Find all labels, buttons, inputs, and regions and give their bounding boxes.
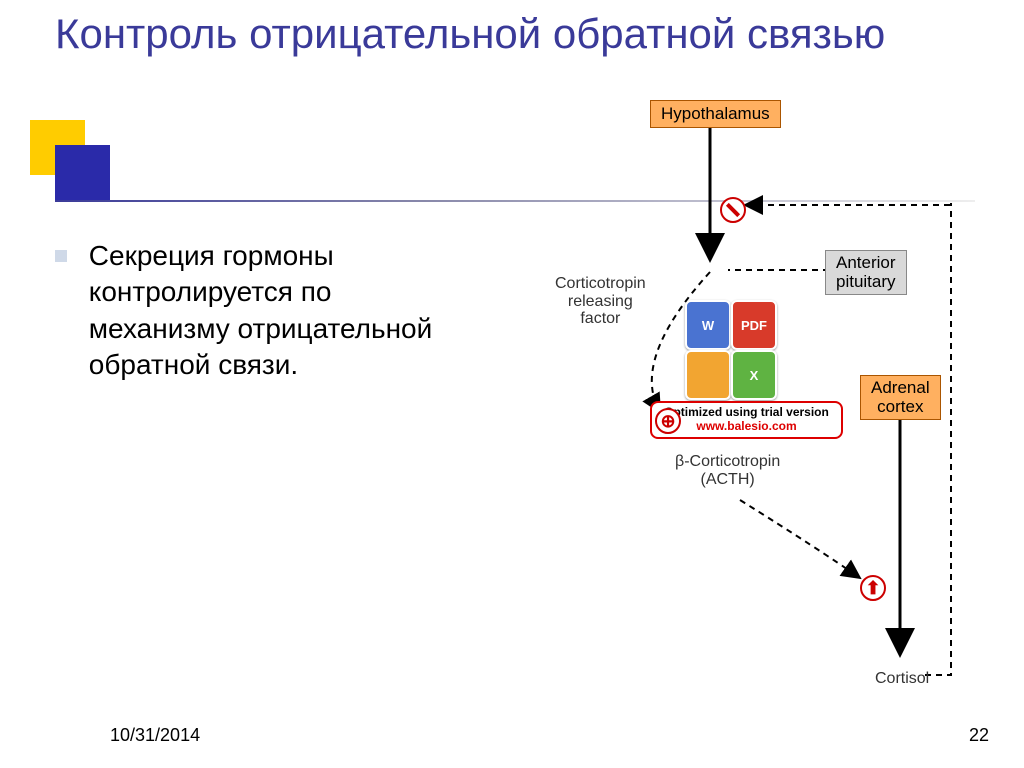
slide: { "title": "Контроль отрицательной обрат… [0, 0, 1024, 768]
label-acth: β-Corticotropin(ACTH) [675, 453, 780, 488]
bullet-text: Секреция гормоны контролируется по механ… [89, 238, 479, 384]
label-crf: Corticotropinreleasingfactor [555, 275, 646, 328]
node-adrenal-cortex: Adrenalcortex [860, 375, 941, 420]
node-anterior-pituitary: Anteriorpituitary [825, 250, 907, 295]
bullet-marker [55, 250, 67, 262]
page-title: Контроль отрицательной обратной связью [55, 10, 955, 58]
file-icons-cluster: WPDFX [685, 300, 815, 400]
watermark-line1: Optimized using trial version [654, 406, 839, 420]
file-icon: PDF [731, 300, 777, 350]
feedback-pos-icon-2: ⬆ [860, 575, 886, 601]
footer-date: 10/31/2014 [110, 725, 200, 746]
file-icon: W [685, 300, 731, 350]
feedback-neg-icon [720, 197, 746, 223]
feedback-pos-icon-1: ⊕ [655, 408, 681, 434]
file-icon: X [731, 350, 777, 400]
bullet-item: Секреция гормоны контролируется по механ… [55, 238, 485, 384]
deco-blue-square [55, 145, 110, 200]
file-icon [685, 350, 731, 400]
watermark-line2: www.balesio.com [654, 420, 839, 434]
label-cortisol: Cortisol [875, 670, 929, 688]
footer-page-number: 22 [969, 725, 989, 746]
feedback-diagram: Hypothalamus Anteriorpituitary Adrenalco… [480, 100, 1000, 720]
node-hypothalamus: Hypothalamus [650, 100, 781, 128]
